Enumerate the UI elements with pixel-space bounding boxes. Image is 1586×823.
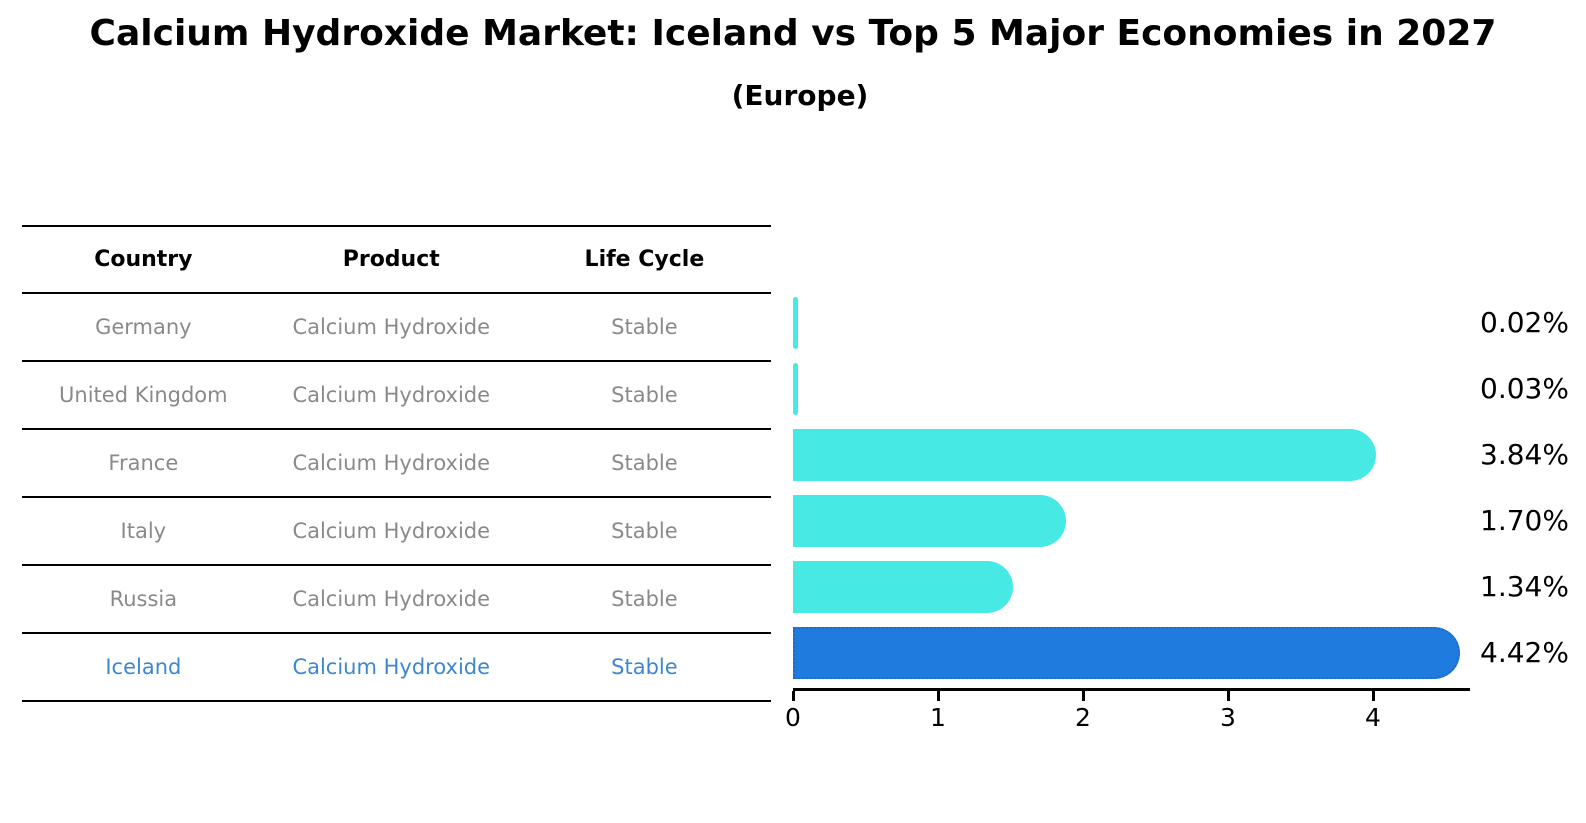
- x-tick-label-1: 1: [930, 703, 946, 732]
- cell-country: United Kingdom: [59, 383, 228, 407]
- cell-lifecycle: Stable: [611, 315, 678, 339]
- value-label-iceland: 4.42%: [1480, 636, 1569, 669]
- x-tick-label-3: 3: [1220, 703, 1236, 732]
- cell-lifecycle: Stable: [611, 587, 678, 611]
- chart-title: Calcium Hydroxide Market: Iceland vs Top…: [89, 13, 1497, 54]
- x-tick-mark-1: [936, 691, 940, 701]
- cell-product: Calcium Hydroxide: [292, 383, 491, 407]
- x-tick-mark-3: [1226, 691, 1230, 701]
- cell-lifecycle: Stable: [611, 655, 678, 679]
- bar-united-kingdom: [793, 363, 798, 415]
- bar-italy: [793, 495, 1066, 547]
- cell-country: Russia: [109, 587, 178, 611]
- bar-iceland: [793, 627, 1460, 679]
- x-tick-mark-2: [1081, 691, 1085, 701]
- cell-product: Calcium Hydroxide: [292, 587, 491, 611]
- column-header-product: Product: [342, 247, 440, 272]
- x-tick-mark-4: [1371, 691, 1375, 701]
- value-label-germany: 0.02%: [1480, 306, 1569, 339]
- value-label-russia: 1.34%: [1480, 570, 1569, 603]
- country-table: Country Product Life Cycle Germany Calciu…: [22, 225, 771, 702]
- column-header-country: Country: [94, 247, 193, 272]
- value-label-united-kingdom: 0.03%: [1480, 372, 1569, 405]
- cell-product: Calcium Hydroxide: [292, 315, 491, 339]
- cell-lifecycle: Stable: [611, 451, 678, 475]
- cell-product: Calcium Hydroxide: [292, 655, 491, 679]
- table-body: Germany Calcium Hydroxide Stable United Kin…: [22, 294, 771, 702]
- cell-lifecycle: Stable: [611, 519, 678, 543]
- cell-product: Calcium Hydroxide: [292, 451, 491, 475]
- cell-country: Iceland: [105, 655, 182, 679]
- chart-subtitle: (Europe): [731, 79, 869, 112]
- x-axis-line: [793, 688, 1470, 691]
- value-label-italy: 1.70%: [1480, 504, 1569, 537]
- table-header-row: Country Product Life Cycle: [22, 227, 771, 294]
- bar-germany: [793, 297, 798, 349]
- column-header-lifecycle: Life Cycle: [584, 247, 705, 272]
- cell-lifecycle: Stable: [611, 383, 678, 407]
- x-tick-mark-0: [791, 691, 795, 701]
- table-row-iceland: Iceland Calcium Hydroxide Stable: [22, 634, 771, 702]
- x-tick-label-0: 0: [785, 703, 801, 732]
- value-label-france: 3.84%: [1480, 438, 1569, 471]
- table-row-france: France Calcium Hydroxide Stable: [22, 430, 771, 498]
- cell-country: Germany: [95, 315, 192, 339]
- table-row-italy: Italy Calcium Hydroxide Stable: [22, 498, 771, 566]
- x-tick-label-2: 2: [1075, 703, 1091, 732]
- table-row-russia: Russia Calcium Hydroxide Stable: [22, 566, 771, 634]
- cell-country: France: [108, 451, 179, 475]
- x-tick-label-4: 4: [1365, 703, 1381, 732]
- cell-country: Italy: [120, 519, 167, 543]
- bar-russia: [793, 561, 1014, 613]
- table-row-germany: Germany Calcium Hydroxide Stable: [22, 294, 771, 362]
- table-row-united-kingdom: United Kingdom Calcium Hydroxide Stable: [22, 362, 771, 430]
- cell-product: Calcium Hydroxide: [292, 519, 491, 543]
- bar-france: [793, 429, 1376, 481]
